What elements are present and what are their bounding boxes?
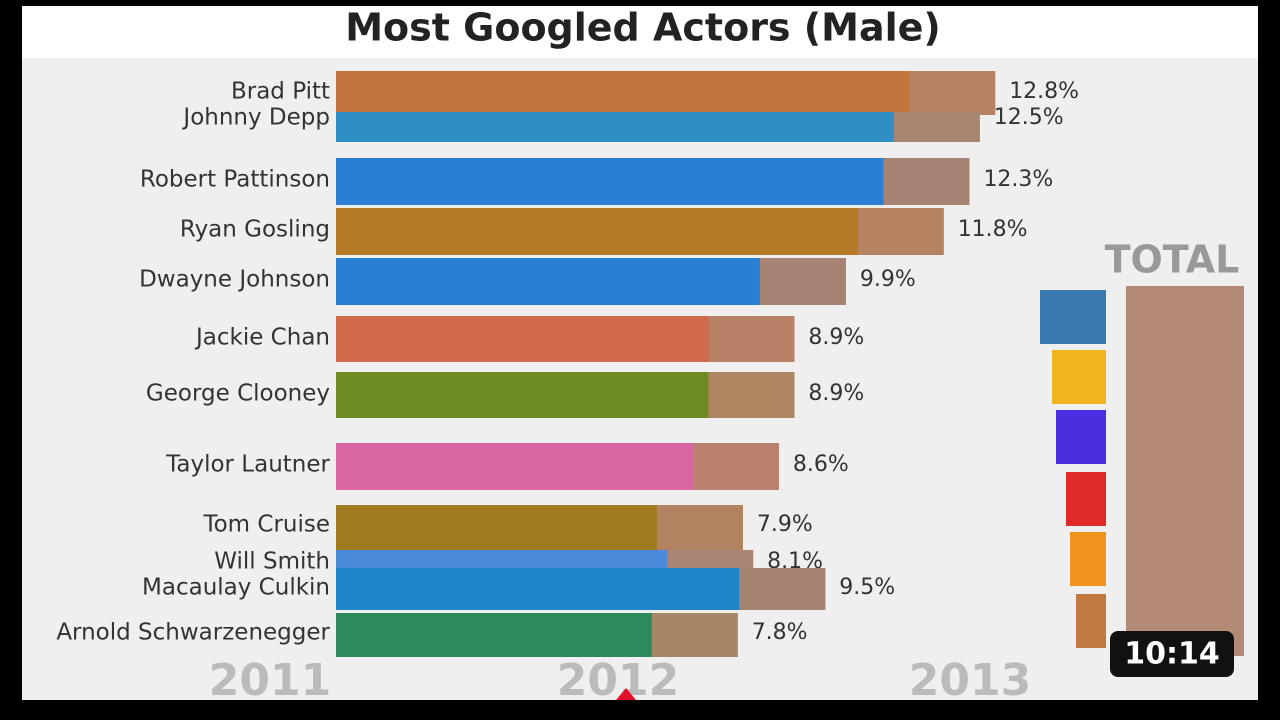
actor-name: Dwayne Johnson: [139, 267, 330, 293]
chart-title: Most Googled Actors (Male): [345, 6, 941, 50]
swatch: [1076, 594, 1106, 648]
actor-name: Robert Pattinson: [140, 167, 330, 193]
actor-name: Tom Cruise: [202, 512, 330, 538]
bar: [336, 112, 980, 142]
value-label: 12.3%: [983, 167, 1053, 192]
value-label: 7.8%: [752, 620, 808, 645]
value-label: 12.5%: [994, 105, 1064, 130]
face-image: [759, 258, 846, 305]
total-label: TOTAL: [1105, 238, 1240, 282]
total-faces: [1126, 286, 1244, 656]
bar: [336, 208, 944, 255]
face-image: [739, 568, 826, 610]
actor-name: Arnold Schwarzenegger: [56, 620, 330, 646]
face-image: [656, 505, 743, 550]
timeline-year: 2013: [909, 655, 1031, 706]
swatch: [1056, 410, 1106, 464]
face-image: [708, 372, 795, 418]
actor-name: Taylor Lautner: [165, 452, 330, 478]
video-duration: 10:14: [1124, 637, 1220, 672]
value-label: 9.9%: [860, 267, 916, 292]
face-image: [857, 208, 944, 255]
swatch: [1070, 532, 1106, 586]
value-label: 9.5%: [839, 575, 895, 600]
swatch: [1052, 350, 1106, 404]
total-swatches: [1040, 286, 1244, 656]
value-label: 8.6%: [793, 452, 849, 477]
face-image: [909, 71, 996, 115]
actor-name: Jackie Chan: [194, 325, 330, 351]
timeline-year: 2012: [557, 655, 679, 706]
value-label: 8.9%: [808, 381, 864, 406]
bars: Brad Pitt 12.8% Johnny Depp 12.5% Robert Pat…: [56, 71, 1079, 657]
actor-name: Brad Pitt: [231, 79, 330, 105]
face-image: [692, 443, 779, 490]
value-label: 7.9%: [757, 512, 813, 537]
actor-name: Will Smith: [214, 549, 330, 575]
value-label: 11.8%: [958, 217, 1028, 242]
timeline-marker: [616, 688, 636, 700]
bar: [336, 550, 754, 572]
bar: [336, 158, 970, 205]
actor-name: George Clooney: [146, 381, 330, 407]
face-image: [651, 613, 738, 657]
timeline-year: 2011: [209, 655, 331, 706]
actor-name: Ryan Gosling: [180, 217, 330, 243]
face-image: [893, 112, 980, 142]
actor-name: Macaulay Culkin: [142, 575, 330, 601]
actor-name: Johnny Depp: [181, 105, 330, 131]
swatch: [1066, 472, 1106, 526]
face-image: [667, 550, 754, 572]
duration-badge: [1110, 631, 1234, 677]
bar: [336, 71, 996, 115]
face-image: [883, 158, 970, 205]
value-label: 8.9%: [808, 325, 864, 350]
face-image: [708, 316, 795, 362]
value-label: 12.8%: [1009, 79, 1079, 104]
swatch: [1040, 290, 1106, 344]
